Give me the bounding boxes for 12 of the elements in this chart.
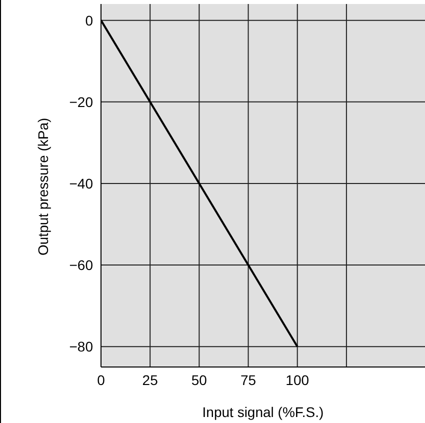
x-tick-label: 0 xyxy=(97,372,106,388)
y-tick-label: −60 xyxy=(69,257,94,274)
y-tick-label: 0 xyxy=(85,12,94,28)
x-tick-label: 25 xyxy=(142,372,158,388)
y-tick-label: −20 xyxy=(69,94,94,110)
x-axis-title: Input signal (%F.S.) xyxy=(202,404,324,420)
y-tick-label: −40 xyxy=(69,175,94,192)
x-tick-label: 100 xyxy=(286,372,310,388)
x-tick-label: 75 xyxy=(240,372,256,388)
y-tick-label: −80 xyxy=(69,338,94,355)
x-tick-label: 50 xyxy=(191,372,208,388)
y-axis-title: Output pressure (kPa) xyxy=(34,118,51,256)
